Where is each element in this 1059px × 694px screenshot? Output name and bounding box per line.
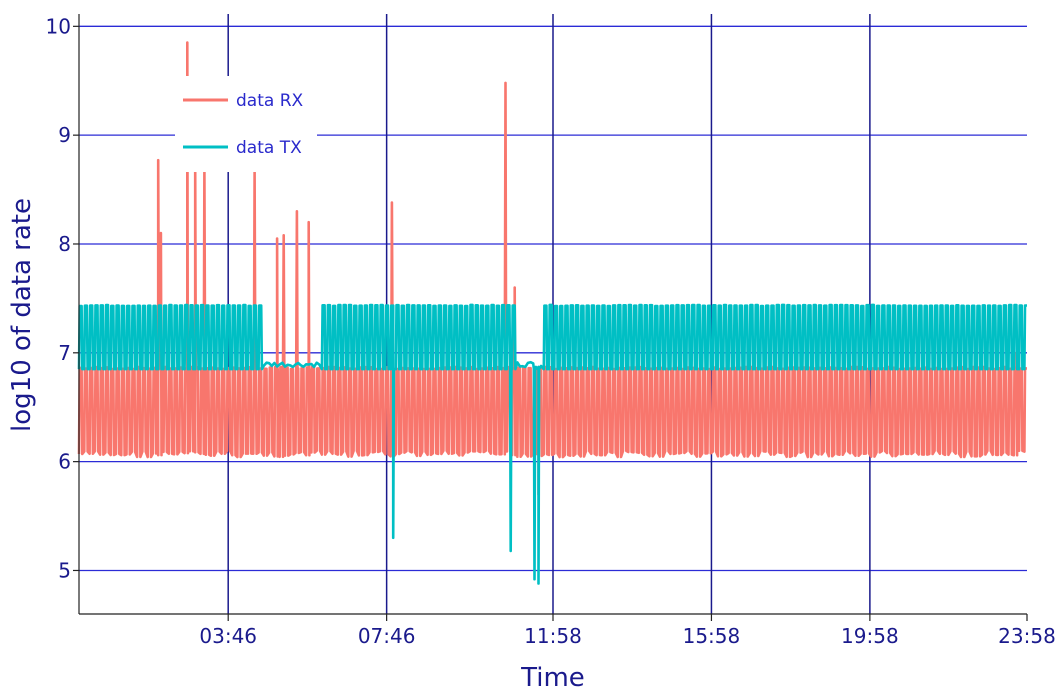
y-tick-label: 5 xyxy=(58,558,71,582)
y-tick-label: 8 xyxy=(58,232,71,256)
series-line-tx xyxy=(77,303,1027,585)
y-tick-labels: 5 6 7 8 9 10 xyxy=(46,14,71,582)
y-tick-label: 10 xyxy=(46,14,71,38)
legend: data RX data TX xyxy=(175,76,317,172)
axes xyxy=(73,14,1027,615)
legend-background xyxy=(175,76,317,172)
y-tick-label: 9 xyxy=(58,123,71,147)
y-tick-label: 6 xyxy=(58,450,71,474)
series-data-tx xyxy=(77,303,1027,585)
x-tick-label: 19:58 xyxy=(841,624,899,648)
x-tick-label: 11:58 xyxy=(524,624,582,648)
y-axis-title: log10 of data rate xyxy=(7,198,37,432)
x-tick-label: 03:46 xyxy=(199,624,257,648)
x-tick-label: 15:58 xyxy=(683,624,741,648)
x-tick-label: 07:46 xyxy=(358,624,416,648)
x-axis-title: Time xyxy=(520,663,585,693)
x-tick-labels: 03:46 07:46 11:58 15:58 19:58 23:58 xyxy=(199,624,1055,648)
y-tick-label: 7 xyxy=(58,341,71,365)
legend-label-tx: data TX xyxy=(236,138,302,158)
x-tick-label: 23:58 xyxy=(998,624,1056,648)
legend-label-rx: data RX xyxy=(236,91,304,111)
